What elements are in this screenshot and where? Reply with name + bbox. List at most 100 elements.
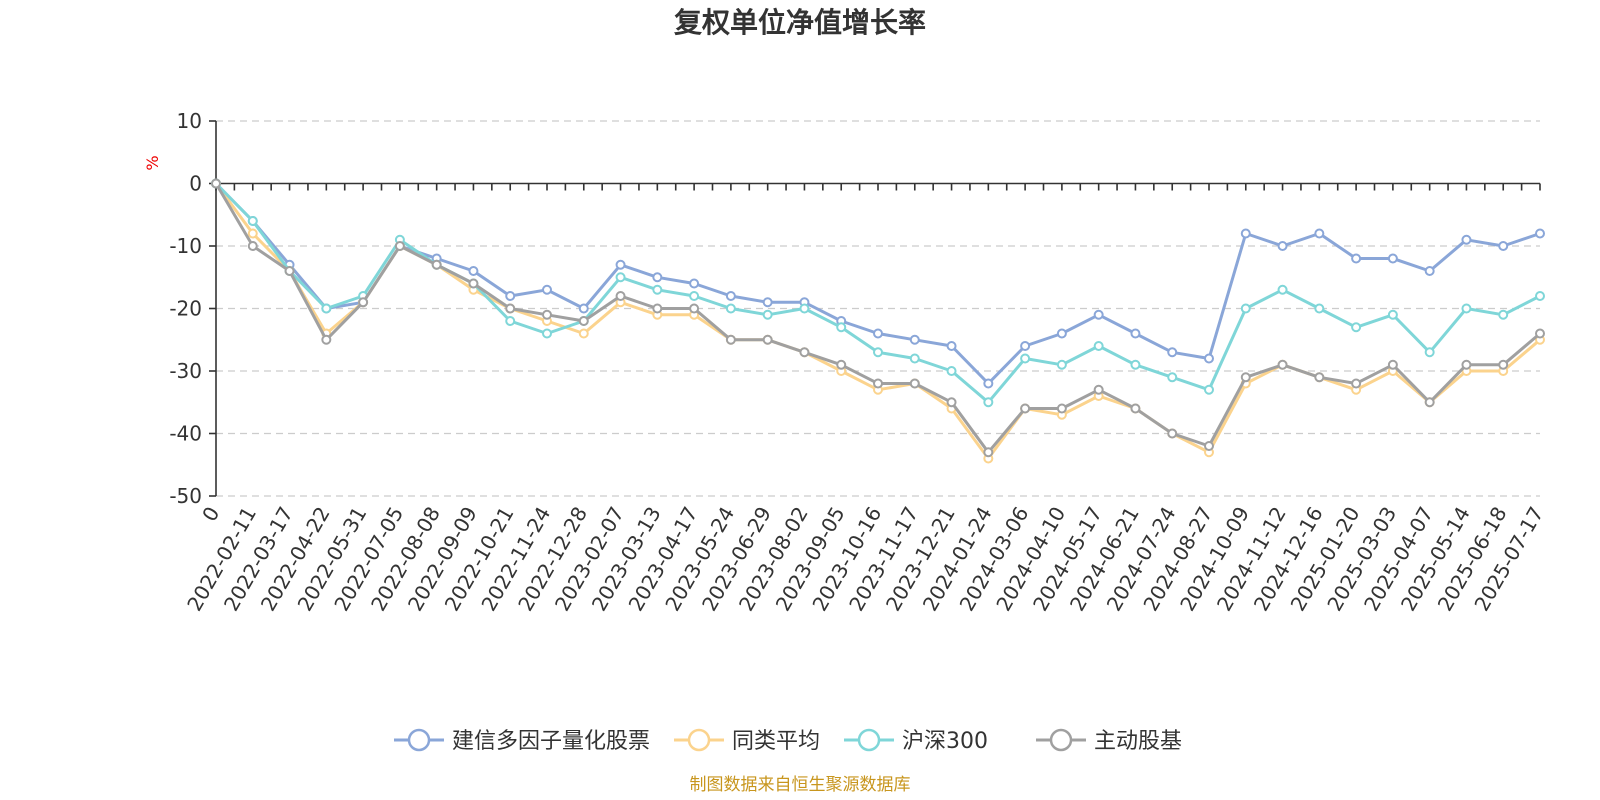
data-point bbox=[1461, 359, 1472, 370]
data-point bbox=[542, 328, 552, 339]
data-point bbox=[505, 291, 516, 301]
data-point bbox=[1056, 359, 1067, 370]
data-point bbox=[983, 397, 994, 408]
data-point bbox=[873, 328, 883, 339]
data-point bbox=[1277, 359, 1288, 370]
data-point bbox=[1130, 403, 1141, 414]
data-point bbox=[1535, 328, 1545, 339]
series-2 bbox=[211, 178, 1545, 408]
data-point bbox=[247, 216, 258, 226]
data-point bbox=[725, 303, 736, 314]
data-point bbox=[1314, 303, 1325, 314]
data-point bbox=[1387, 309, 1398, 320]
data-point bbox=[321, 303, 332, 314]
data-point bbox=[505, 303, 516, 314]
data-point bbox=[1093, 309, 1104, 320]
data-point bbox=[542, 309, 552, 320]
legend-label: 沪深300 bbox=[902, 729, 988, 754]
data-point bbox=[1240, 303, 1251, 314]
data-point bbox=[284, 266, 295, 276]
data-point bbox=[1056, 328, 1067, 339]
y-tick-label: -40 bbox=[169, 422, 202, 446]
data-point bbox=[615, 259, 626, 270]
legend-label: 主动股基 bbox=[1094, 729, 1182, 754]
data-point bbox=[505, 316, 516, 326]
data-point bbox=[873, 347, 883, 358]
data-point bbox=[578, 316, 589, 326]
data-point bbox=[1387, 253, 1398, 264]
series-lines bbox=[211, 178, 1545, 464]
data-point bbox=[909, 378, 920, 389]
data-point bbox=[1020, 341, 1031, 351]
legend[interactable]: 建信多因子量化股票 同类平均 沪深300 主动股基 bbox=[394, 728, 1182, 754]
data-point bbox=[1204, 384, 1214, 395]
data-point bbox=[1461, 303, 1472, 314]
data-point bbox=[689, 278, 700, 289]
data-point bbox=[873, 378, 883, 389]
y-tick-label: -20 bbox=[169, 297, 202, 321]
legend-item-0[interactable]: 建信多因子量化股票 bbox=[394, 728, 650, 754]
data-point bbox=[1204, 441, 1214, 451]
data-point bbox=[468, 278, 479, 289]
data-point bbox=[1056, 403, 1067, 414]
y-tick-label: -30 bbox=[169, 359, 202, 383]
data-point bbox=[1240, 228, 1251, 239]
data-point bbox=[358, 297, 369, 308]
x-tick-labels: 02022-02-112022-03-172022-04-222022-05-3… bbox=[182, 502, 1548, 615]
y-tick-labels: 10 0 -10 -20 -30 -40 -50 bbox=[169, 109, 202, 508]
data-point bbox=[394, 241, 405, 251]
data-point bbox=[1498, 359, 1509, 370]
data-point bbox=[211, 178, 221, 189]
data-point bbox=[946, 341, 957, 351]
data-point bbox=[1167, 372, 1178, 383]
data-point bbox=[1424, 397, 1435, 408]
data-point bbox=[946, 397, 957, 408]
data-point bbox=[1130, 359, 1141, 370]
data-point bbox=[247, 241, 258, 251]
data-point bbox=[652, 303, 663, 314]
data-point bbox=[1351, 253, 1362, 264]
y-axis-label: % bbox=[143, 155, 162, 170]
data-point bbox=[1498, 309, 1509, 320]
source-note: 制图数据来自恒生聚源数据库 bbox=[690, 775, 911, 795]
data-point bbox=[946, 366, 957, 376]
series-line bbox=[214, 182, 1541, 454]
data-point bbox=[799, 303, 810, 314]
data-point bbox=[1093, 384, 1104, 395]
data-point bbox=[615, 291, 626, 301]
data-point bbox=[1424, 266, 1435, 276]
data-point bbox=[1351, 322, 1362, 333]
data-point bbox=[1020, 353, 1031, 364]
data-point bbox=[1204, 353, 1214, 364]
legend-swatch-marker bbox=[687, 728, 711, 752]
y-tick-label: 0 bbox=[189, 172, 202, 196]
data-point bbox=[615, 272, 626, 283]
data-point bbox=[983, 447, 994, 458]
data-point bbox=[1020, 403, 1031, 414]
data-point bbox=[1167, 347, 1178, 358]
data-point bbox=[1314, 372, 1325, 383]
data-point bbox=[468, 266, 479, 276]
data-point bbox=[725, 291, 736, 301]
data-point bbox=[689, 303, 700, 314]
data-point bbox=[247, 228, 258, 239]
data-point bbox=[799, 347, 810, 358]
data-point bbox=[1277, 284, 1288, 295]
legend-item-3[interactable]: 主动股基 bbox=[1036, 728, 1182, 754]
data-point bbox=[909, 353, 920, 364]
legend-item-2[interactable]: 沪深300 bbox=[844, 728, 988, 754]
legend-item-1[interactable]: 同类平均 bbox=[674, 728, 820, 754]
data-point bbox=[836, 322, 847, 333]
data-point bbox=[578, 303, 589, 314]
data-point bbox=[1277, 241, 1288, 251]
grid-lines bbox=[216, 120, 1540, 497]
data-point bbox=[909, 334, 920, 345]
data-point bbox=[762, 309, 773, 320]
y-tick-label: -10 bbox=[169, 234, 202, 258]
data-point bbox=[983, 378, 994, 389]
data-point bbox=[1424, 347, 1435, 358]
data-point bbox=[1130, 328, 1141, 339]
legend-swatch-marker bbox=[407, 728, 431, 752]
legend-label: 同类平均 bbox=[732, 729, 820, 754]
